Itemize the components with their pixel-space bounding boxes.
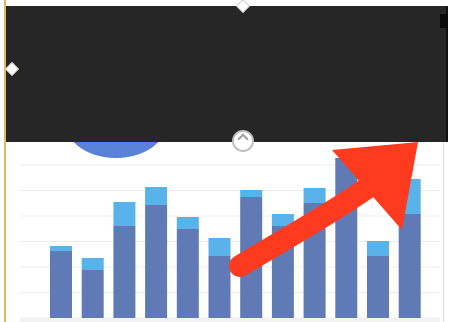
bar-light-segment: [145, 187, 168, 205]
rotate-icon[interactable]: [232, 130, 254, 152]
red-arrow-head: [332, 142, 418, 230]
left-edge-line: [4, 0, 6, 322]
bar-dark-segment: [113, 226, 136, 318]
right-edge-line: [443, 126, 444, 322]
shadow-corner: [440, 14, 448, 28]
bar-dark-segment: [335, 158, 358, 318]
bar-dark-segment: [176, 229, 199, 318]
bar-light-segment: [176, 217, 199, 229]
bar-light-segment: [50, 246, 72, 251]
bar-dark-segment: [50, 251, 72, 318]
bottom-band: [20, 318, 440, 322]
bar-light-segment: [303, 188, 326, 203]
bar-light-segment: [271, 214, 294, 226]
bar-dark-segment: [208, 256, 231, 318]
bar-dark-segment: [81, 270, 104, 318]
bar-light-segment: [81, 258, 104, 270]
bar-light-segment: [208, 238, 231, 256]
bar-light-segment: [113, 202, 136, 226]
dark-rectangle-shape[interactable]: [6, 6, 448, 142]
bar-light-segment: [240, 190, 263, 197]
bar-light-segment: [367, 241, 389, 256]
bar-dark-segment: [398, 214, 421, 318]
bar-dark-segment: [145, 205, 168, 318]
bar-dark-segment: [367, 256, 389, 318]
